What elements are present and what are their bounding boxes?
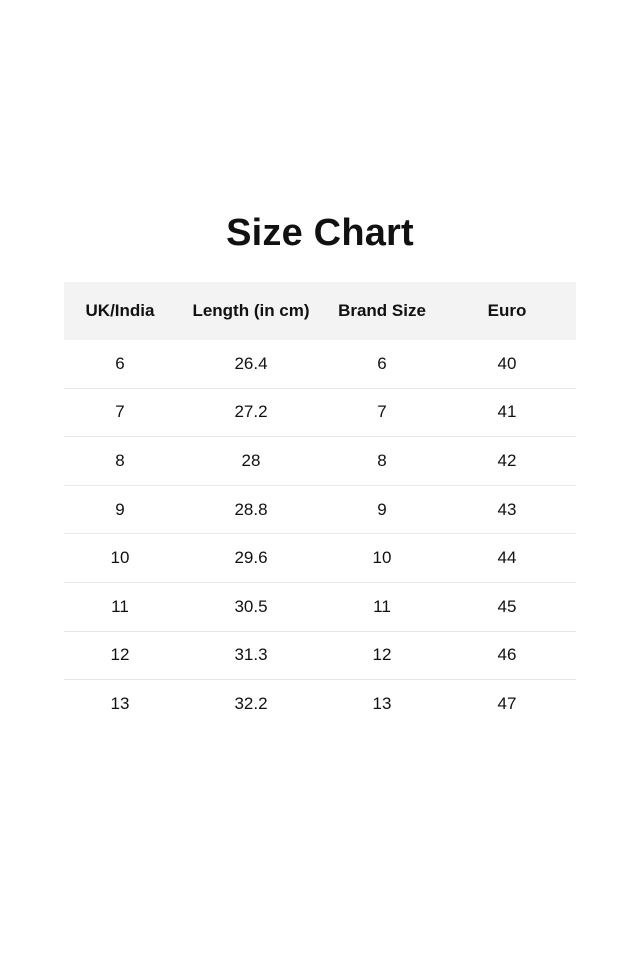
cell-length: 28.8	[234, 499, 268, 519]
cell-brand-size: 13	[372, 694, 392, 714]
table-row: 13 32.2 13 47	[64, 680, 576, 729]
cell-uk-india: 11	[111, 596, 129, 616]
cell-brand-size: 11	[373, 596, 391, 616]
cell-euro: 42	[497, 450, 517, 470]
table-row: 6 26.4 6 40	[64, 340, 576, 389]
cell-uk-india: 9	[115, 499, 125, 519]
table-body: 6 26.4 6 40 7 27.2 7 41 8 28 8 42 9 28.8 9 43 10 29.6 10 44…	[64, 340, 576, 729]
cell-uk-india: 12	[110, 645, 130, 665]
cell-length: 26.4	[234, 353, 268, 373]
cell-length: 29.6	[234, 548, 268, 568]
header-brand-size: Brand Size	[338, 301, 426, 320]
cell-uk-india: 10	[110, 548, 130, 568]
cell-length: 32.2	[234, 694, 268, 714]
table-row: 8 28 8 42	[64, 437, 576, 486]
cell-brand-size: 10	[372, 548, 392, 568]
cell-uk-india: 6	[115, 353, 125, 373]
cell-uk-india: 8	[115, 450, 125, 470]
cell-brand-size: 12	[372, 645, 392, 665]
cell-brand-size: 9	[377, 499, 387, 519]
cell-length: 31.3	[234, 645, 268, 665]
cell-euro: 41	[497, 402, 517, 422]
cell-uk-india: 7	[115, 402, 125, 422]
cell-brand-size: 6	[377, 353, 387, 373]
cell-euro: 40	[497, 353, 517, 373]
header-length: Length (in cm)	[192, 301, 310, 320]
header-euro: Euro	[487, 301, 527, 320]
cell-length: 30.5	[234, 596, 268, 616]
table-row: 11 30.5 11 45	[64, 583, 576, 632]
table-row: 9 28.8 9 43	[64, 486, 576, 535]
table-row: 12 31.3 12 46	[64, 632, 576, 681]
table-row: 7 27.2 7 41	[64, 389, 576, 438]
header-uk-india: UK/India	[85, 301, 155, 320]
cell-brand-size: 8	[377, 450, 387, 470]
size-chart-table: UK/India Length (in cm) Brand Size Euro …	[64, 282, 576, 729]
page-title: Size Chart	[226, 212, 414, 254]
cell-length: 27.2	[234, 402, 268, 422]
cell-euro: 47	[497, 694, 517, 714]
cell-euro: 43	[497, 499, 517, 519]
table-header-row: UK/India Length (in cm) Brand Size Euro	[64, 282, 576, 340]
cell-length: 28	[241, 450, 261, 470]
cell-euro: 46	[497, 645, 517, 665]
cell-uk-india: 13	[110, 694, 130, 714]
cell-euro: 44	[497, 548, 517, 568]
cell-brand-size: 7	[377, 402, 387, 422]
table-row: 10 29.6 10 44	[64, 534, 576, 583]
cell-euro: 45	[497, 596, 517, 616]
